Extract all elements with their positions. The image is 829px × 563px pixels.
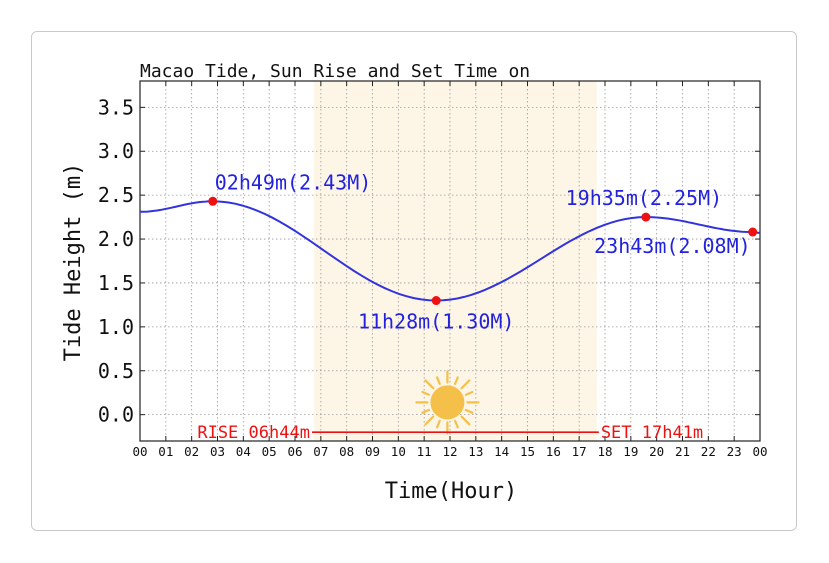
x-tick-label: 11 — [417, 444, 432, 459]
sun-disc — [430, 385, 465, 420]
x-tick-label: 01 — [158, 444, 173, 459]
extrema-labels: 02h49m(2.43M) 11h28m(1.30M) 19h35m(2.25M) 2… — [215, 170, 751, 333]
sun-ray — [460, 379, 471, 390]
sun-ray — [453, 419, 459, 429]
sun-ray — [453, 376, 459, 385]
x-tick-label: 03 — [210, 444, 225, 459]
chart-title: Macao Tide, Sun Rise and Set Time on — [140, 61, 530, 82]
x-tick-label: 18 — [597, 444, 612, 459]
y-tick-label: 2.0 — [98, 227, 134, 251]
sunrise-label: RISE 06h44m — [197, 423, 310, 443]
x-tick-label: 07 — [313, 444, 328, 459]
sun-ray — [464, 408, 474, 414]
extremum-marker — [748, 227, 758, 237]
extrema-markers — [208, 196, 758, 306]
x-tick-label: 02 — [184, 444, 199, 459]
sun-ray — [460, 415, 471, 426]
x-tick-label: 22 — [701, 444, 716, 459]
sun-ray — [424, 415, 435, 426]
x-tick-label: 19 — [623, 444, 638, 459]
x-tick-label: 10 — [391, 444, 406, 459]
y-tick-label: 3.0 — [98, 139, 134, 163]
sunset-label: SET 17h41m — [601, 423, 703, 443]
x-tick-label: 20 — [649, 444, 664, 459]
daylight-band — [313, 81, 597, 441]
extremum-label: 11h28m(1.30M) — [358, 310, 515, 334]
y-tick-label: 3.5 — [98, 95, 134, 119]
x-tick-label: 04 — [236, 444, 251, 459]
y-axis-ticks: 0.0 0.5 1.0 1.5 2.0 2.5 3.0 3.5 — [98, 95, 760, 427]
y-tick-label: 2.5 — [98, 183, 134, 207]
x-axis-label: Time(Hour) — [385, 479, 517, 504]
x-tick-label: 17 — [572, 444, 587, 459]
sun-ray — [424, 379, 435, 390]
extremum-label: 02h49m(2.43M) — [215, 170, 372, 194]
x-axis-ticks: 00 01 02 03 04 05 06 07 08 09 10 11 12 13 14 15 16 17 18 19… — [132, 81, 768, 459]
x-tick-label: 05 — [262, 444, 277, 459]
y-tick-label: 1.5 — [98, 271, 134, 295]
x-tick-label: 00 — [132, 444, 147, 459]
extremum-marker — [431, 296, 441, 306]
sun-ray — [421, 408, 431, 414]
grid — [140, 81, 760, 441]
y-axis-label: Tide Height (m) — [61, 163, 86, 362]
x-tick-label: 21 — [675, 444, 690, 459]
x-tick-label: 08 — [339, 444, 354, 459]
x-tick-label: 15 — [520, 444, 535, 459]
sun-ray — [464, 390, 474, 396]
extremum-marker — [208, 196, 218, 206]
extremum-label: 23h43m(2.08M) — [594, 234, 751, 258]
x-tick-label: 16 — [546, 444, 561, 459]
extremum-marker — [641, 212, 651, 222]
x-tick-label: 00 — [752, 444, 767, 459]
x-tick-label: 09 — [365, 444, 380, 459]
x-tick-label: 13 — [468, 444, 483, 459]
sun-icon — [415, 370, 480, 435]
extremum-label: 19h35m(2.25M) — [566, 186, 723, 210]
y-tick-label: 0.0 — [98, 403, 134, 427]
x-tick-label: 06 — [287, 444, 302, 459]
x-tick-label: 14 — [494, 444, 509, 459]
y-tick-label: 0.5 — [98, 359, 134, 383]
sun-ray — [435, 376, 441, 385]
y-tick-label: 1.0 — [98, 315, 134, 339]
sun-ray — [421, 390, 431, 396]
x-tick-label: 23 — [727, 444, 742, 459]
sun-ray — [435, 419, 441, 429]
x-tick-label: 12 — [442, 444, 457, 459]
